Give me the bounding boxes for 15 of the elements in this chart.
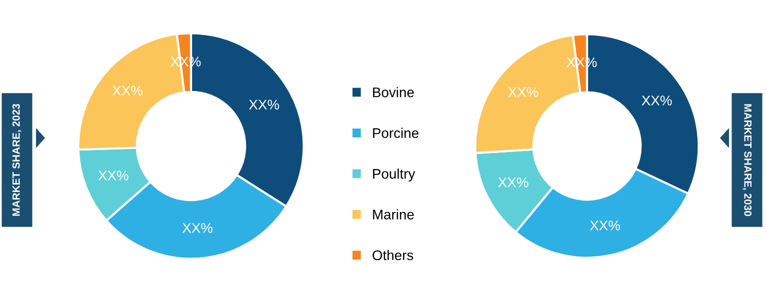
text: MARKET SHARE, 2023 bbox=[12, 104, 22, 216]
text: MARKET SHARE, 2030 bbox=[742, 104, 752, 216]
data-label: XX% bbox=[98, 170, 128, 180]
data-label: XX% bbox=[642, 96, 672, 106]
legend-label: Marine bbox=[373, 209, 414, 220]
legend-label: Others bbox=[372, 250, 414, 260]
legend-label: Porcine bbox=[373, 128, 418, 138]
data-label: XX% bbox=[112, 86, 142, 96]
legend-label: Poultry bbox=[373, 168, 416, 182]
legend-label: Bovine bbox=[373, 87, 414, 98]
data-label: XX% bbox=[182, 223, 212, 233]
data-label: XX% bbox=[590, 220, 620, 230]
data-label: XX% bbox=[498, 178, 528, 188]
data-label: XX% bbox=[248, 100, 280, 110]
data-label: XX% bbox=[508, 87, 538, 97]
